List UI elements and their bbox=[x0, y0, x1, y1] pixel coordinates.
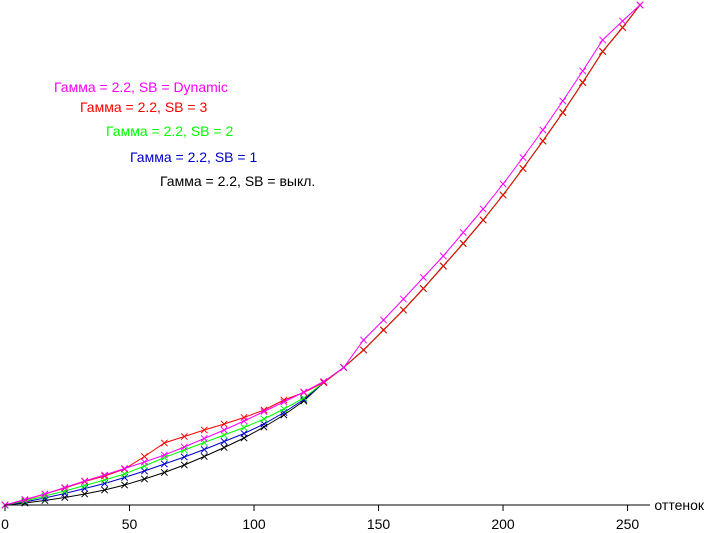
legend: Гамма = 2.2, SB = Dynamic Гамма = 2.2, SB… bbox=[54, 79, 315, 189]
data-point-marker bbox=[599, 36, 607, 44]
data-point-marker bbox=[120, 464, 129, 473]
data-point-marker bbox=[559, 97, 567, 105]
data-point-marker bbox=[101, 486, 109, 494]
data-point-marker bbox=[439, 262, 447, 270]
data-point-marker bbox=[240, 429, 248, 438]
data-point-marker bbox=[280, 398, 288, 406]
data-point-marker bbox=[539, 126, 547, 134]
data-point-marker bbox=[579, 78, 587, 87]
x-axis-label: оттенок bbox=[654, 497, 704, 513]
x-tick-label: 200 bbox=[491, 516, 515, 532]
data-point-marker bbox=[300, 394, 308, 402]
data-point-marker bbox=[379, 326, 388, 334]
series-1 bbox=[1, 1, 644, 509]
data-point-marker bbox=[280, 396, 288, 404]
series-4 bbox=[1, 1, 644, 509]
data-point-marker bbox=[220, 443, 228, 452]
data-point-marker bbox=[499, 191, 507, 199]
data-point-marker bbox=[200, 445, 208, 454]
data-point-marker bbox=[280, 411, 288, 419]
data-point-marker bbox=[240, 423, 248, 432]
x-tick-label: 0 bbox=[1, 516, 9, 532]
series-2 bbox=[1, 1, 644, 509]
x-tick-label: 250 bbox=[616, 516, 640, 532]
data-point-marker bbox=[200, 434, 208, 443]
series-3 bbox=[1, 1, 644, 509]
data-point-marker bbox=[360, 336, 368, 344]
data-point-marker bbox=[399, 295, 407, 303]
data-point-marker bbox=[360, 346, 368, 354]
x-tick-label: 150 bbox=[367, 516, 391, 532]
data-point-marker bbox=[240, 417, 248, 425]
data-point-marker bbox=[479, 205, 487, 213]
data-point-marker bbox=[101, 471, 109, 479]
data-point-marker bbox=[340, 363, 348, 372]
x-tick-label: 100 bbox=[242, 516, 266, 532]
data-point-marker bbox=[41, 490, 49, 498]
data-point-marker bbox=[21, 495, 29, 504]
data-point-marker bbox=[499, 180, 507, 188]
data-point-marker bbox=[300, 388, 308, 396]
data-point-marker bbox=[140, 467, 149, 475]
data-point-marker bbox=[519, 164, 527, 173]
data-point-marker bbox=[200, 426, 208, 434]
data-point-marker bbox=[140, 458, 149, 466]
data-point-marker bbox=[439, 252, 447, 260]
data-point-marker bbox=[280, 405, 288, 413]
data-point-marker bbox=[636, 1, 644, 9]
series-layer bbox=[1, 1, 644, 509]
data-point-marker bbox=[180, 461, 188, 469]
data-point-marker bbox=[160, 468, 168, 477]
data-point-marker bbox=[200, 452, 208, 461]
data-point-marker bbox=[459, 239, 467, 248]
data-point-marker bbox=[399, 306, 407, 314]
data-point-marker bbox=[81, 490, 89, 498]
data-point-marker bbox=[260, 420, 268, 428]
data-point-marker bbox=[260, 415, 268, 423]
data-point-marker bbox=[160, 460, 168, 468]
data-point-marker bbox=[379, 316, 388, 324]
data-point-marker bbox=[61, 483, 69, 492]
legend-entry: Гамма = 2.2, SB = 1 bbox=[130, 149, 257, 165]
data-point-marker bbox=[579, 67, 587, 75]
data-point-marker bbox=[419, 273, 427, 282]
data-point-marker bbox=[180, 432, 188, 441]
x-tick-label: 50 bbox=[122, 516, 138, 532]
legend-entry: Гамма = 2.2, SB = Dynamic bbox=[54, 79, 228, 95]
series-0 bbox=[1, 1, 644, 509]
data-point-marker bbox=[120, 481, 129, 489]
data-point-marker bbox=[160, 439, 168, 447]
data-point-marker bbox=[519, 153, 527, 162]
data-point-marker bbox=[220, 437, 228, 446]
data-point-marker bbox=[300, 395, 308, 404]
data-point-marker bbox=[539, 137, 547, 145]
data-point-marker bbox=[180, 443, 188, 451]
data-point-marker bbox=[479, 216, 487, 224]
data-point-marker bbox=[220, 426, 228, 434]
x-axis-ticks: 0 50 100 150 200 250 bbox=[1, 505, 639, 532]
data-point-marker bbox=[619, 23, 627, 32]
data-point-marker bbox=[559, 108, 567, 117]
data-point-marker bbox=[260, 407, 268, 416]
legend-entry: Гамма = 2.2, SB = 3 bbox=[80, 99, 207, 115]
data-point-marker bbox=[120, 473, 129, 482]
data-point-marker bbox=[419, 284, 427, 293]
data-point-marker bbox=[459, 228, 467, 237]
data-point-marker bbox=[120, 470, 129, 478]
data-point-marker bbox=[101, 479, 109, 488]
data-point-marker bbox=[180, 453, 188, 461]
data-point-marker bbox=[599, 47, 607, 56]
data-point-marker bbox=[140, 452, 149, 461]
legend-entry: Гамма = 2.2, SB = 2 bbox=[106, 123, 233, 139]
data-point-marker bbox=[619, 17, 627, 25]
data-point-marker bbox=[160, 451, 168, 459]
data-point-marker bbox=[220, 420, 228, 428]
data-point-marker bbox=[81, 477, 89, 485]
legend-entry: Гамма = 2.2, SB = выкл. bbox=[160, 173, 315, 189]
data-point-marker bbox=[140, 475, 149, 483]
data-point-marker bbox=[220, 431, 228, 439]
data-point-marker bbox=[320, 377, 328, 386]
